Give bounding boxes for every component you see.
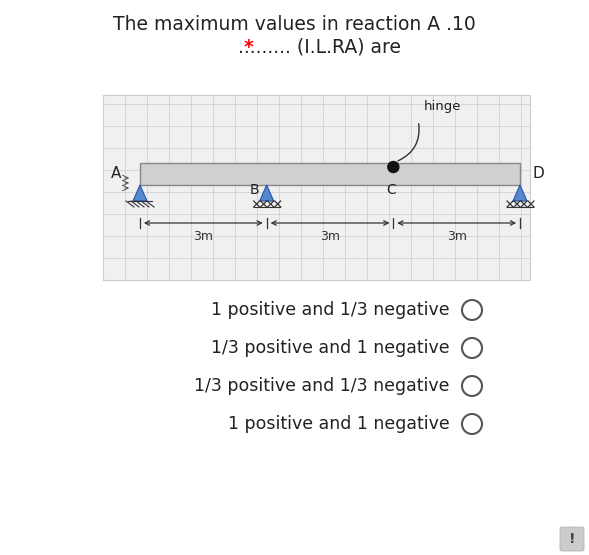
Text: 3m: 3m — [193, 230, 213, 243]
Text: D: D — [532, 166, 544, 181]
Text: The maximum values in reaction A .10: The maximum values in reaction A .10 — [112, 16, 475, 34]
Text: hinge: hinge — [423, 100, 461, 113]
Text: A: A — [111, 166, 121, 181]
FancyBboxPatch shape — [560, 527, 584, 551]
Text: 3m: 3m — [320, 230, 340, 243]
Polygon shape — [133, 185, 147, 201]
Polygon shape — [260, 185, 274, 201]
Text: 1 positive and 1 negative: 1 positive and 1 negative — [229, 415, 450, 433]
Text: *: * — [243, 38, 253, 57]
Polygon shape — [513, 185, 527, 201]
Text: C: C — [386, 183, 396, 197]
Text: 1/3 positive and 1 negative: 1/3 positive and 1 negative — [211, 339, 450, 357]
Text: ......... (I.L.RA) are: ......... (I.L.RA) are — [239, 38, 402, 57]
Text: 1/3 positive and 1/3 negative: 1/3 positive and 1/3 negative — [194, 377, 450, 395]
Text: B: B — [250, 183, 260, 197]
Circle shape — [388, 162, 399, 173]
Text: !: ! — [569, 532, 575, 546]
Bar — [103, 95, 530, 280]
Bar — [140, 163, 520, 185]
Text: 3m: 3m — [446, 230, 466, 243]
Text: 1 positive and 1/3 negative: 1 positive and 1/3 negative — [211, 301, 450, 319]
